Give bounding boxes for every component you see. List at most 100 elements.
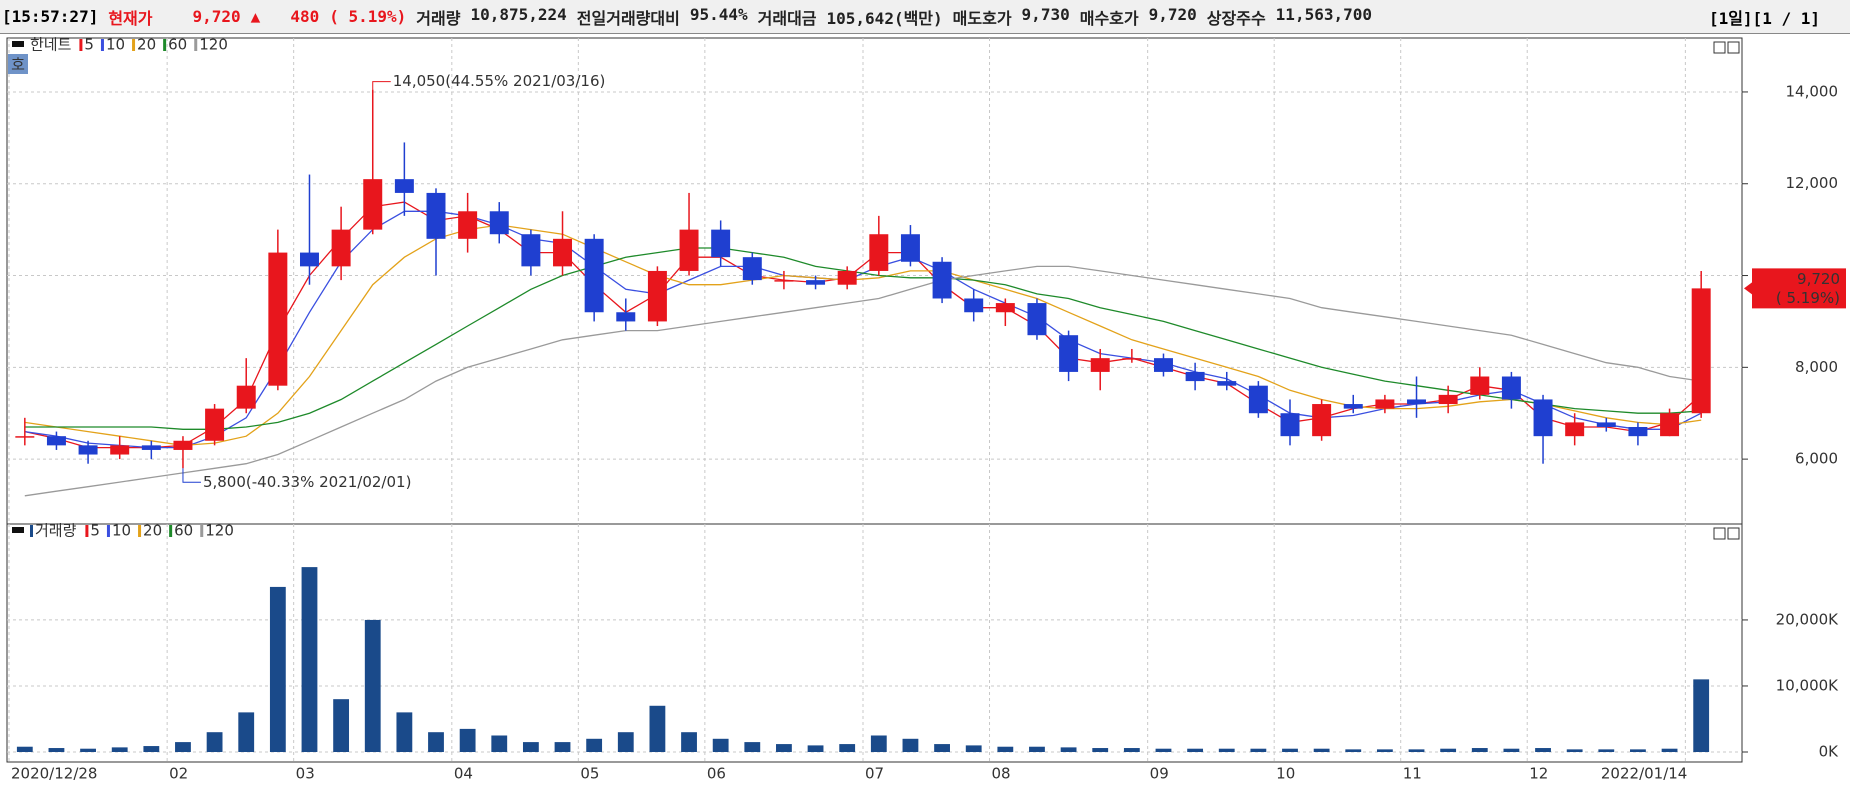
candle-body (141, 445, 161, 450)
legend-swatch (169, 525, 173, 537)
badge-box (8, 54, 28, 74)
candle-body (1217, 381, 1237, 386)
field-label: 거래대금 (757, 8, 817, 28)
price-title: 현재가 (108, 8, 153, 28)
legend-swatch (132, 39, 136, 51)
x-tick-label: 04 (454, 765, 473, 783)
price-panel (6, 37, 1743, 525)
volume-bar (16, 746, 33, 752)
volume-bar (712, 738, 729, 752)
field-label: 상장주수 (1206, 8, 1266, 28)
panel-button[interactable] (1713, 527, 1726, 540)
panel-button[interactable] (1713, 41, 1726, 54)
x-tick-label: 10 (1276, 765, 1295, 783)
field-value: 105,642(백만) (826, 8, 943, 28)
change: 480 (290, 7, 320, 26)
volume-bar (238, 712, 255, 752)
candle-body (711, 229, 731, 258)
volume-bar (1313, 748, 1330, 752)
y-tick-label: 20,000K (1776, 610, 1839, 628)
volume-bar (934, 744, 950, 752)
volume-bar (143, 746, 160, 752)
volume-bar (1218, 748, 1235, 752)
legend-label: 10 (112, 522, 131, 540)
candle-body (299, 252, 319, 267)
field-label: 거래량 (416, 8, 461, 28)
candle-body (553, 238, 573, 267)
volume-bar (681, 732, 697, 752)
candle-body (236, 385, 256, 409)
panel-button[interactable] (1727, 527, 1740, 540)
volume-bar (902, 738, 919, 752)
candle-body (837, 270, 857, 285)
x-tick-label: 03 (296, 765, 315, 783)
candle-body (363, 179, 383, 230)
candle-body (964, 298, 984, 313)
volume-bar (1282, 748, 1298, 752)
volume-bar (1471, 748, 1488, 752)
legend-swatch (138, 525, 142, 537)
candle-body (1122, 358, 1142, 360)
y-tick-label: 14,000 (1786, 82, 1839, 100)
volume-bar (744, 742, 761, 752)
panel-button[interactable] (1727, 41, 1740, 54)
x-tick-label: 2022/01/14 (1601, 765, 1687, 783)
volume-bar (839, 744, 856, 752)
candle-body (932, 261, 952, 299)
moving-average-line (24, 247, 1702, 430)
candle-body (394, 179, 414, 193)
time: [15:57:27] (2, 7, 99, 26)
candle-body (78, 445, 98, 455)
candle-body (1248, 385, 1268, 414)
page-indicator[interactable]: [1일][1 / 1] (1708, 8, 1820, 28)
candle-body (1501, 376, 1521, 400)
x-tick-label: 12 (1529, 765, 1548, 783)
candle-body (584, 238, 604, 313)
volume-bar (491, 735, 508, 752)
field-label: 매수호가 (1079, 8, 1139, 28)
volume-bar (776, 744, 792, 752)
annotation-pointer (372, 81, 391, 90)
annotation-pointer (182, 468, 201, 483)
volume-bar (80, 748, 96, 752)
volume-bar (301, 567, 318, 752)
volume-name: 거래량 (35, 522, 77, 540)
volume-bar (1535, 748, 1551, 752)
last-price-change: ( 5.19%) (1776, 289, 1840, 307)
x-tick-label: 2020/12/28 (11, 765, 97, 783)
field-label: 전일거래량대비 (576, 8, 680, 28)
volume-bar (364, 619, 381, 752)
volume-bar (617, 732, 634, 752)
field-value: 9,730 (1021, 4, 1070, 24)
legend-label: 120 (199, 36, 228, 54)
volume-bar (1345, 749, 1362, 752)
volume-bar (965, 745, 982, 752)
legend-label: 20 (137, 36, 156, 54)
legend-label: 60 (174, 522, 193, 540)
candle-body (1596, 422, 1616, 427)
volume-bar (997, 746, 1014, 752)
candle-body (173, 440, 193, 450)
candle-body (742, 257, 762, 281)
volume-bar (1630, 749, 1646, 752)
direction: ▲ (250, 7, 261, 26)
volume-bar (870, 735, 887, 752)
volume-bar (1661, 748, 1678, 752)
volume-bar (459, 728, 476, 752)
candle-body (616, 312, 636, 322)
x-tick-label: 05 (580, 765, 599, 783)
candle-body (1375, 399, 1395, 409)
candle-body (1407, 399, 1427, 405)
volume-bar (1566, 749, 1583, 752)
header-bar: [15:57:27] 현재가 9,720 ▲ 480 ( 5.19%) 거래량 1… (0, 0, 1850, 34)
candle-body (521, 234, 541, 267)
volume-bar (554, 742, 571, 752)
volume-bar (1250, 748, 1267, 752)
change-pct: ( 5.19%) (329, 7, 407, 26)
legend-swatch (100, 39, 104, 51)
legend-label: 5 (90, 522, 100, 540)
volume-bar (807, 745, 824, 752)
volume-bar (1503, 748, 1520, 752)
x-tick-label: 09 (1150, 765, 1169, 783)
y-tick-label: 6,000 (1795, 450, 1838, 468)
